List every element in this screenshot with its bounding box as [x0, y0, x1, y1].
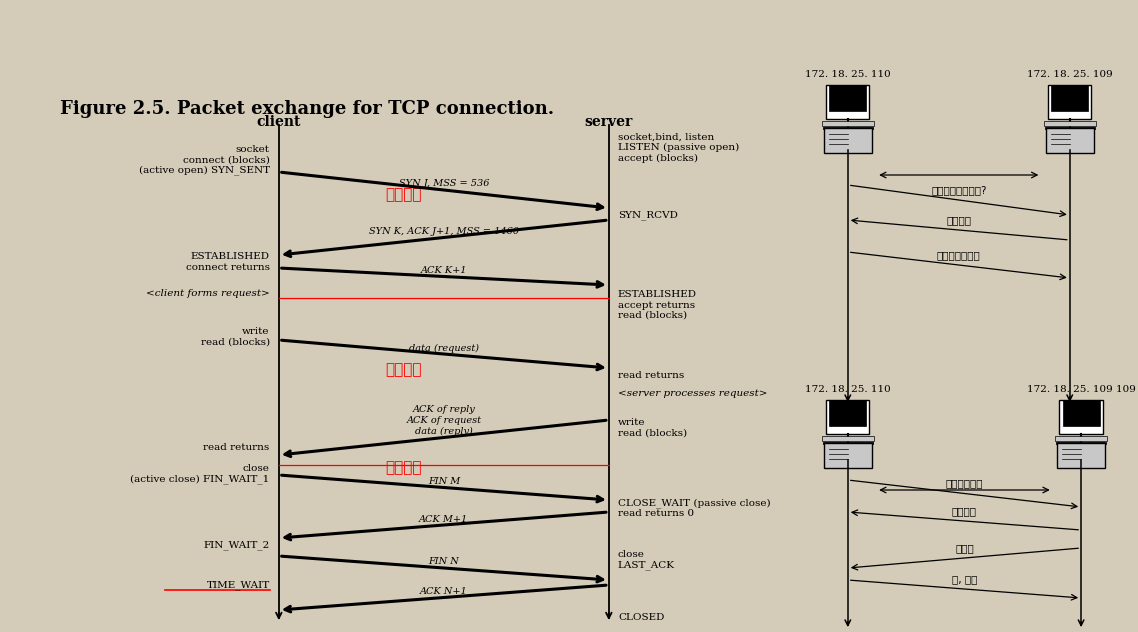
Text: <server processes request>: <server processes request> — [618, 389, 767, 398]
Text: socket,bind, listen
LISTEN (passive open)
accept (blocks): socket,bind, listen LISTEN (passive open… — [618, 133, 740, 163]
Text: read returns: read returns — [204, 442, 270, 451]
Text: 当然可以: 当然可以 — [947, 215, 971, 225]
Bar — [830, 85, 866, 111]
Bar — [1063, 400, 1099, 426]
Bar — [826, 85, 869, 119]
Text: FIN N: FIN N — [428, 557, 460, 566]
Text: 172. 18. 25. 110: 172. 18. 25. 110 — [805, 385, 891, 394]
Text: 三次握手: 三次握手 — [386, 188, 422, 202]
Bar — [1046, 128, 1094, 153]
Text: CLOSE_WAIT (passive close)
read returns 0: CLOSE_WAIT (passive close) read returns … — [618, 498, 770, 518]
Bar — [824, 443, 872, 468]
Text: FIN_WAIT_2: FIN_WAIT_2 — [204, 540, 270, 550]
Bar — [1052, 85, 1088, 111]
Text: write
read (blocks): write read (blocks) — [200, 327, 270, 347]
Text: SYN K, ACK J+1, MSS = 1460: SYN K, ACK J+1, MSS = 1460 — [369, 227, 519, 236]
Text: 我可以连接到你吗?: 我可以连接到你吗? — [931, 185, 987, 195]
Text: 172. 18. 25. 110: 172. 18. 25. 110 — [805, 70, 891, 79]
Text: 数据传送: 数据传送 — [386, 363, 422, 377]
Bar — [1059, 400, 1103, 434]
Text: <client forms request>: <client forms request> — [146, 289, 270, 298]
Text: client: client — [257, 115, 300, 129]
Text: TIME_WAIT: TIME_WAIT — [206, 580, 270, 590]
Text: socket
connect (blocks)
(active open) SYN_SENT: socket connect (blocks) (active open) SY… — [139, 145, 270, 175]
Text: 172. 18. 25. 109 109: 172. 18. 25. 109 109 — [1026, 385, 1136, 394]
Bar — [1057, 443, 1105, 468]
Text: ACK of request: ACK of request — [406, 416, 481, 425]
Bar — [822, 121, 874, 126]
Text: Figure 2.5. Packet exchange for TCP connection.: Figure 2.5. Packet exchange for TCP conn… — [60, 100, 554, 118]
Text: CLOSED: CLOSED — [618, 614, 665, 623]
Text: data (request): data (request) — [409, 343, 479, 353]
Bar — [1055, 436, 1107, 441]
Text: ACK M+1: ACK M+1 — [419, 514, 469, 523]
Bar — [822, 436, 874, 441]
Text: 我要结束连接: 我要结束连接 — [946, 478, 983, 489]
Bar — [1048, 85, 1091, 119]
Text: SYN_RCVD: SYN_RCVD — [618, 210, 678, 220]
Text: 172. 18. 25. 109: 172. 18. 25. 109 — [1026, 70, 1113, 79]
Text: ESTABLISHED
connect returns: ESTABLISHED connect returns — [185, 252, 270, 272]
Text: ACK of reply: ACK of reply — [412, 405, 476, 414]
Bar — [824, 128, 872, 153]
Text: ESTABLISHED
accept returns
read (blocks): ESTABLISHED accept returns read (blocks) — [618, 290, 696, 320]
Text: 四次挥手: 四次挥手 — [386, 461, 422, 475]
Bar — [826, 400, 869, 434]
Text: 好, 收到: 好, 收到 — [951, 574, 978, 584]
Bar — [830, 400, 866, 426]
Text: 终止了: 终止了 — [955, 543, 974, 553]
Text: 当然可以: 当然可以 — [953, 506, 976, 516]
Text: server: server — [585, 115, 633, 129]
Text: 那我就不客气了: 那我就不客气了 — [937, 250, 981, 260]
Text: FIN M: FIN M — [428, 477, 460, 486]
Text: ACK K+1: ACK K+1 — [421, 266, 467, 275]
Text: ACK N+1: ACK N+1 — [420, 587, 468, 596]
Text: data (reply): data (reply) — [415, 427, 472, 436]
Text: close
(active close) FIN_WAIT_1: close (active close) FIN_WAIT_1 — [131, 464, 270, 484]
Bar — [1044, 121, 1096, 126]
Text: write
read (blocks): write read (blocks) — [618, 418, 687, 438]
Text: read returns: read returns — [618, 370, 684, 379]
Text: SYN J, MSS = 536: SYN J, MSS = 536 — [398, 179, 489, 188]
Text: close
LAST_ACK: close LAST_ACK — [618, 550, 675, 570]
